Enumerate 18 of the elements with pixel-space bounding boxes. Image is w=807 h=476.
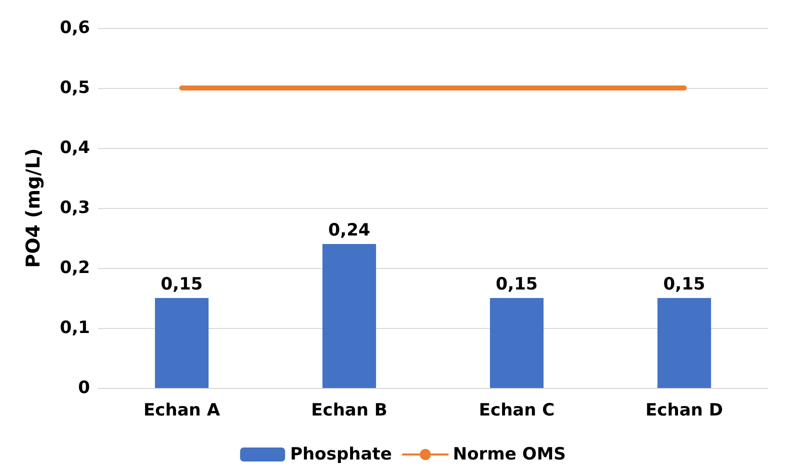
y-tick-label: 0 [78, 378, 90, 398]
y-tick-label: 0,6 [60, 18, 90, 38]
y-tick-label: 0,3 [60, 198, 90, 218]
y-tick-label: 0,2 [60, 258, 90, 278]
x-tick-label: Echan C [478, 400, 555, 420]
data-label: 0,15 [496, 274, 538, 294]
x-tick-label: Echan D [646, 400, 723, 420]
data-label: 0,24 [328, 220, 370, 240]
data-label: 0,15 [160, 274, 203, 294]
y-tick-label: 0,1 [60, 318, 90, 338]
legend-label: Norme OMS [452, 444, 566, 464]
legend-label: Phosphate [290, 444, 392, 464]
y-tick-label: 0,5 [60, 78, 90, 98]
data-label: 0,15 [663, 274, 706, 294]
y-axis-title: PO4 (mg/L) [22, 148, 44, 268]
x-tick-label: Echan B [311, 400, 388, 420]
y-tick-label: 0,4 [60, 138, 90, 158]
x-tick-label: Echan A [144, 400, 221, 420]
